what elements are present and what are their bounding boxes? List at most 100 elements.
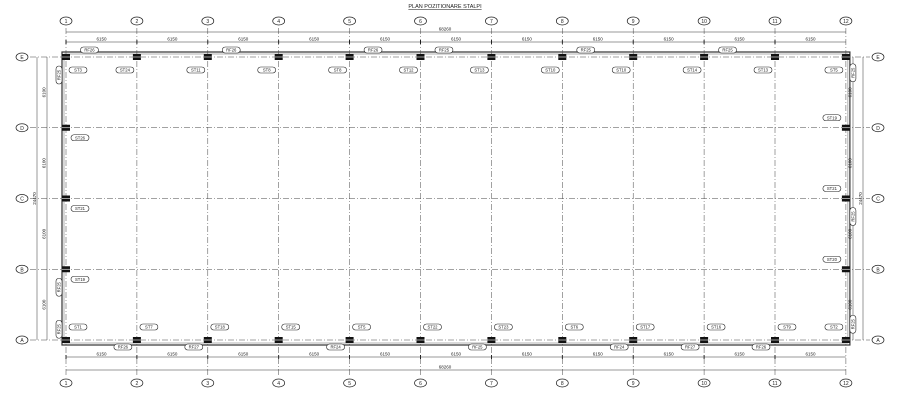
bracing-tag — [680, 343, 700, 351]
axis-label: 4 — [277, 19, 280, 25]
axis-bubble-9 — [626, 16, 640, 26]
drawing-title: PLAN POZITIONARE STALPI — [408, 4, 482, 10]
column-tag — [68, 66, 88, 74]
bracing-tag-label: RF25 — [850, 67, 855, 78]
axis-label: D — [876, 126, 880, 132]
bracing-tag-label: RF25 — [722, 48, 733, 53]
bracing-tag — [849, 63, 857, 83]
column-tag-label: ST26 — [75, 135, 86, 140]
bracing-tag-label: RF25 — [472, 345, 483, 350]
axis-label: A — [876, 338, 880, 344]
axis-bubble-D — [15, 123, 29, 133]
bracing-tag — [221, 46, 241, 54]
column-tag — [822, 255, 842, 263]
axis-label: 3 — [206, 381, 209, 387]
column-tag — [682, 66, 702, 74]
column-tag — [210, 323, 230, 331]
bay-dimension: 6150 — [96, 37, 107, 42]
axis-bubble-1 — [59, 16, 73, 26]
column-tag-label: ST7 — [145, 325, 153, 330]
axis-label: 2 — [136, 381, 139, 387]
column-tag-label: ST5 — [830, 68, 838, 73]
column-tag-label: ST17 — [640, 325, 651, 330]
bracing-tag — [609, 343, 629, 351]
bracing-tag-label: RF24 — [330, 345, 341, 350]
bracing-tag-label: RF25 — [57, 69, 62, 80]
bracing-tag — [80, 46, 99, 54]
column-tag-label: ST21 — [827, 186, 838, 191]
axis-label: C — [20, 197, 24, 203]
row-dimension: 6100 — [42, 299, 47, 310]
column-tag-label: ST21 — [75, 206, 86, 211]
axis-bubble-9 — [626, 378, 640, 388]
column-tag-label: ST2 — [830, 325, 838, 330]
axis-label: B — [876, 267, 880, 273]
column-tag — [328, 66, 347, 74]
axis-bubble-4 — [272, 378, 286, 388]
axis-label: 12 — [843, 381, 849, 387]
axis-label: 1 — [65, 381, 68, 387]
column-tag-label: ST11 — [191, 68, 201, 73]
bracing-tag — [184, 343, 204, 351]
axis-bubble-2 — [130, 16, 144, 26]
column-tag — [635, 323, 655, 331]
row-dimension: 6100 — [848, 299, 853, 310]
column-tag — [824, 66, 844, 74]
bay-dimension: 6150 — [451, 352, 462, 357]
column-tag-label: ST6 — [570, 325, 578, 330]
column-tag — [399, 66, 418, 74]
axis-bubble-6 — [414, 378, 427, 388]
bracing-tag-label: RF26 — [118, 345, 129, 350]
total-width-dimension: 24470 — [32, 192, 37, 205]
axis-label: E — [20, 55, 24, 61]
column-tag — [423, 323, 442, 331]
column-tag-label: ST23 — [498, 325, 509, 330]
column-tag-label: ST20 — [827, 257, 838, 262]
column-tag — [68, 323, 88, 331]
column-tag-label: ST1 — [74, 325, 82, 330]
column-tag — [564, 323, 584, 331]
column-tag — [70, 205, 90, 212]
row-dimension: 6100 — [42, 158, 47, 169]
bay-dimension: 6150 — [664, 352, 675, 357]
column-tag-label: ST3 — [74, 68, 82, 73]
axis-label: 4 — [277, 381, 280, 387]
column-tag-label: ST12 — [403, 68, 414, 73]
bay-dimension: 6150 — [380, 37, 391, 42]
bracing-tag — [326, 343, 345, 351]
bracing-tag-label: RF26 — [226, 48, 237, 53]
column-tag — [540, 66, 560, 74]
axis-label: 10 — [701, 19, 707, 25]
axis-label: C — [876, 197, 880, 203]
axis-bubble-8 — [555, 378, 569, 388]
column-tag-label: ST14 — [687, 68, 698, 73]
bracing-tag-label: RF26 — [756, 345, 767, 350]
column-tag — [753, 66, 773, 74]
column-tag — [70, 134, 90, 142]
axis-label: 3 — [206, 19, 209, 25]
axis-bubble-4 — [272, 16, 286, 26]
bay-dimension: 6150 — [735, 37, 746, 42]
column-tag — [777, 323, 797, 331]
bracing-tag — [576, 46, 596, 54]
total-width-dimension: 24470 — [858, 192, 863, 205]
row-dimension: 6100 — [848, 87, 853, 98]
column-tag — [115, 66, 135, 74]
column-tag-label: ST16 — [711, 325, 722, 330]
column-tag — [281, 323, 301, 331]
axis-label: 8 — [561, 381, 564, 387]
axis-bubble-5 — [343, 16, 356, 26]
bracing-tag — [751, 343, 771, 351]
axis-bubble-12 — [839, 378, 853, 388]
axis-bubble-8 — [555, 16, 569, 26]
axis-bubble-10 — [697, 378, 711, 388]
axis-bubble-C — [871, 194, 885, 203]
column-tag — [70, 275, 90, 283]
column-tag-label: ST9 — [783, 325, 791, 330]
column-tag-label: ST19 — [75, 277, 86, 282]
column-tag-label: ST10 — [545, 68, 556, 73]
axis-label: 5 — [348, 19, 351, 25]
axis-bubble-E — [871, 52, 885, 62]
column-tag-label: ST13 — [474, 68, 485, 73]
axis-label: 10 — [701, 381, 707, 387]
